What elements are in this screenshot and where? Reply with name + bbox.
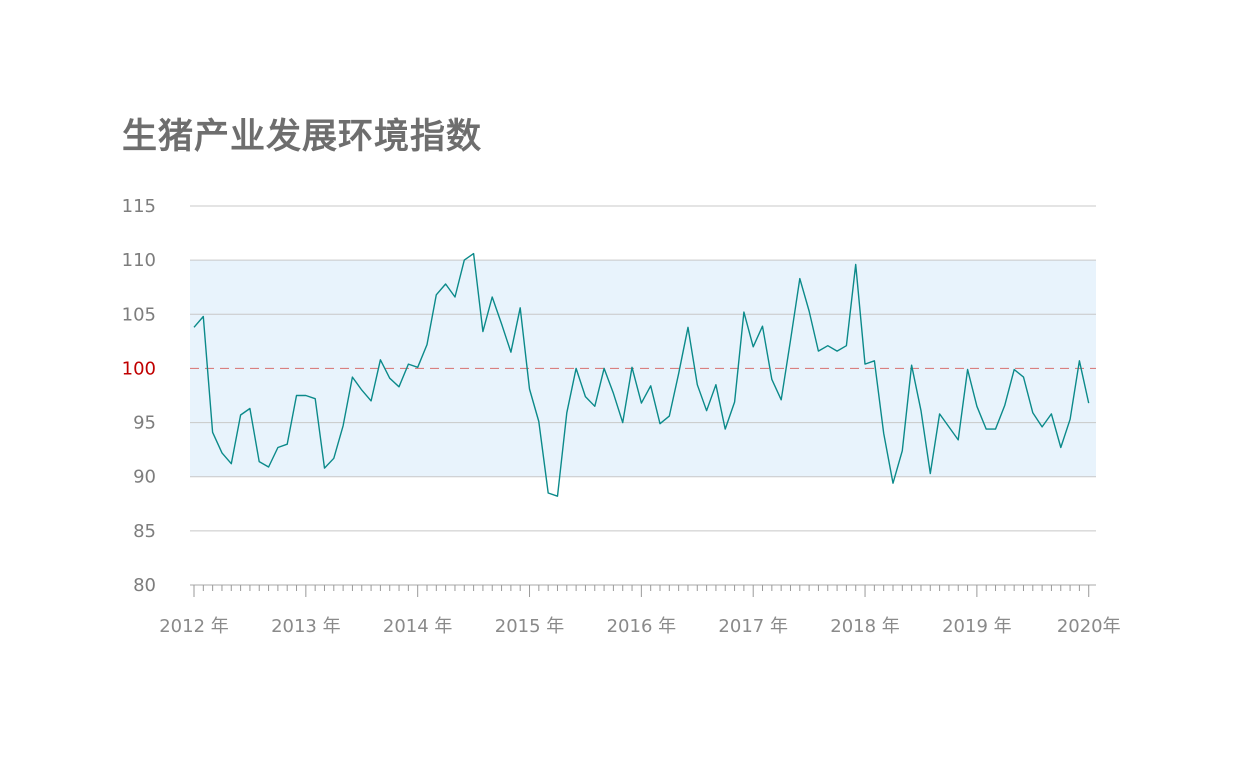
- y-tick-label: 110: [122, 250, 156, 271]
- x-tick-label: 2014 年: [383, 616, 453, 637]
- x-tick-label: 2013 年: [271, 616, 341, 637]
- y-tick-label: 105: [122, 304, 156, 325]
- y-axis-labels: 80 85 90 95 100 105 110 115: [122, 196, 156, 596]
- x-axis: [193, 585, 1090, 597]
- x-tick-label: 2012 年: [159, 616, 229, 637]
- x-tick-label: 2019 年: [942, 616, 1012, 637]
- y-tick-label: 80: [133, 575, 156, 596]
- series-line: [193, 252, 1090, 497]
- x-tick-label: 2020年: [1057, 616, 1121, 637]
- y-tick-label: 85: [133, 521, 156, 542]
- chart-title: 生猪产业发展环境指数: [122, 117, 483, 157]
- y-tick-label: 90: [133, 467, 156, 488]
- x-axis-labels: 2012 年 2013 年 2014 年 2015 年 2016 年 2017 年 2018…: [159, 616, 1120, 637]
- x-tick-label: 2015 年: [495, 616, 565, 637]
- x-tick-label: 2018 年: [830, 616, 900, 637]
- y-tick-label: 95: [133, 413, 156, 434]
- x-tick-label: 2016 年: [607, 616, 677, 637]
- x-tick-label: 2017 年: [718, 616, 788, 637]
- y-tick-label: 115: [122, 196, 156, 217]
- y-tick-label: 100: [122, 358, 156, 379]
